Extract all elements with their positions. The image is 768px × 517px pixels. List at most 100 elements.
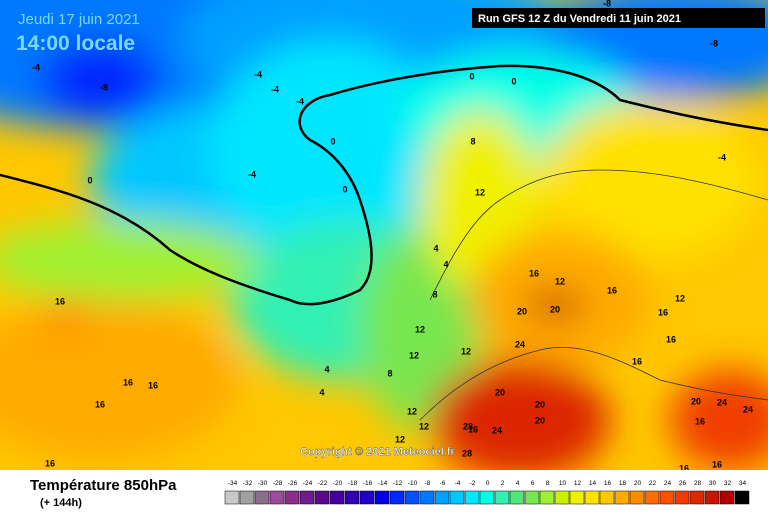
contour-label: 20 — [535, 399, 545, 409]
contour-label: -8 — [100, 82, 108, 92]
scale-label: 10 — [559, 480, 567, 487]
scale-swatch — [659, 490, 675, 505]
contour-label: 24 — [743, 404, 753, 414]
contour-label: 4 — [324, 364, 329, 374]
scale-label: -2 — [470, 480, 476, 487]
scale-swatch — [389, 490, 405, 505]
scale-swatch — [704, 490, 720, 505]
contour-label: 8 — [432, 289, 437, 299]
contour-label: 16 — [666, 334, 676, 344]
contour-label: 16 — [45, 458, 55, 468]
time-label: 14:00 locale — [16, 32, 135, 55]
contour-label: 16 — [679, 463, 689, 473]
scale-label: 12 — [574, 480, 582, 487]
scale-swatch — [734, 490, 750, 505]
contour-label: 12 — [407, 406, 417, 416]
scale-swatch — [554, 490, 570, 505]
scale-label: 28 — [694, 480, 702, 487]
scale-swatch — [524, 490, 540, 505]
scale-label: 0 — [486, 480, 490, 487]
scale-label: -16 — [363, 480, 373, 487]
scale-swatch — [674, 490, 690, 505]
scale-swatch — [254, 490, 270, 505]
scale-swatch — [419, 490, 435, 505]
scale-swatch — [404, 490, 420, 505]
contour-label: 16 — [695, 416, 705, 426]
scale-label: -8 — [425, 480, 431, 487]
scale-label: 34 — [739, 480, 747, 487]
contour-label: 24 — [717, 397, 727, 407]
contour-label: 24 — [492, 425, 502, 435]
contour-label: 8 — [470, 136, 475, 146]
scale-swatch — [359, 490, 375, 505]
scale-label: 18 — [619, 480, 627, 487]
contour-label: 12 — [475, 187, 485, 197]
scale-swatch — [599, 490, 615, 505]
scale-swatch — [629, 490, 645, 505]
contour-label: -4 — [254, 69, 262, 79]
contour-label: 12 — [461, 346, 471, 356]
contour-label: 16 — [148, 380, 158, 390]
scale-label: 8 — [546, 480, 550, 487]
contour-label: 28 — [463, 421, 473, 431]
scale-swatch — [284, 490, 300, 505]
contour-label: 16 — [55, 296, 65, 306]
contour-label: -4 — [718, 152, 726, 162]
scale-swatch — [314, 490, 330, 505]
scale-label: 26 — [679, 480, 687, 487]
scale-label: 20 — [634, 480, 642, 487]
contour-label: 16 — [529, 268, 539, 278]
contour-label: 28 — [462, 448, 472, 458]
contour-label: 16 — [95, 399, 105, 409]
scale-swatch — [539, 490, 555, 505]
scale-label: -22 — [318, 480, 328, 487]
scale-swatch — [569, 490, 585, 505]
scale-swatch — [719, 490, 735, 505]
color-scale: -34 -32 -30 -28 -26 -24 -22 -20 -18 -16 -14 -12 -10-… — [224, 480, 750, 505]
contour-label: 0 — [342, 184, 347, 194]
contour-label: 0 — [87, 175, 92, 185]
scale-label: -26 — [288, 480, 298, 487]
contour-label: 12 — [395, 434, 405, 444]
scale-label: 14 — [589, 480, 597, 487]
contour-label: 20 — [517, 306, 527, 316]
scale-swatch — [494, 490, 510, 505]
scale-label: 6 — [531, 480, 535, 487]
scale-swatch — [479, 490, 495, 505]
scale-swatch — [464, 490, 480, 505]
scale-label: -6 — [440, 480, 446, 487]
scale-label: -28 — [273, 480, 283, 487]
scale-label: -12 — [393, 480, 403, 487]
scale-label: 24 — [664, 480, 672, 487]
scale-label: -34 — [228, 480, 238, 487]
contour-label: 20 — [535, 415, 545, 425]
scale-swatch — [644, 490, 660, 505]
contour-label: 12 — [555, 276, 565, 286]
contour-label: 20 — [691, 396, 701, 406]
scale-swatch — [689, 490, 705, 505]
contour-label: 12 — [409, 350, 419, 360]
scale-label: -14 — [378, 480, 388, 487]
scale-label: 30 — [709, 480, 717, 487]
scale-swatch — [449, 490, 465, 505]
scale-swatch — [614, 490, 630, 505]
contour-label: 24 — [515, 339, 525, 349]
contour-label: -4 — [296, 96, 304, 106]
contour-label: 0 — [330, 136, 335, 146]
contour-label: -4 — [248, 169, 256, 179]
scale-label: -20 — [333, 480, 343, 487]
contour-label: -8 — [603, 0, 611, 8]
scale-label: -10 — [408, 480, 418, 487]
scale-label: 32 — [724, 480, 732, 487]
contour-label: 8 — [387, 368, 392, 378]
footer-title: Température 850hPa — [30, 477, 177, 494]
footer-lead: (+ 144h) — [40, 497, 82, 509]
contour-label: -4 — [271, 84, 279, 94]
scale-swatch — [344, 490, 360, 505]
contour-label: 0 — [511, 76, 516, 86]
contour-label: 12 — [675, 293, 685, 303]
scale-label: 22 — [649, 480, 657, 487]
contour-label: 12 — [419, 421, 429, 431]
